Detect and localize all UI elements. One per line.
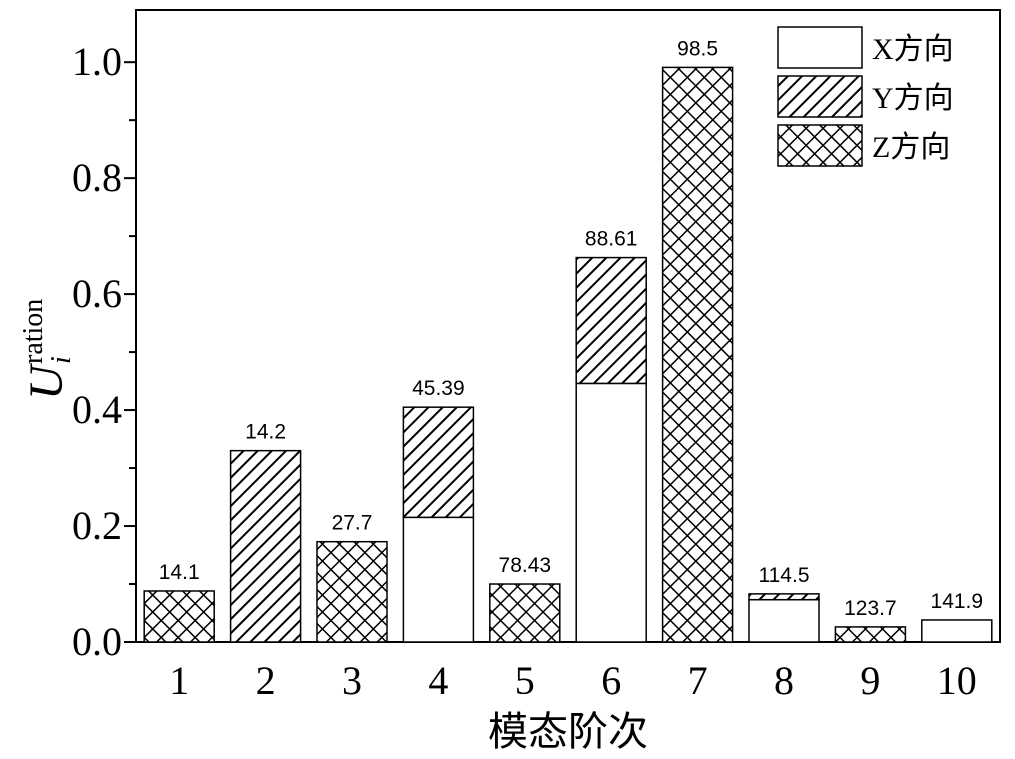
plot-frame — [135, 9, 1001, 643]
bar-segment — [316, 540, 388, 643]
bar-top-label: 141.9 — [931, 590, 984, 613]
bar-segment — [748, 598, 820, 643]
x-tick-label: 9 — [860, 658, 880, 703]
y-tick-label: 0.4 — [72, 387, 122, 432]
x-tick-label: 6 — [601, 658, 621, 703]
bar-segment — [575, 256, 647, 385]
bar-top-label: 88.61 — [585, 228, 638, 251]
bar-top-label: 14.1 — [159, 561, 200, 584]
bar-segment — [229, 449, 302, 643]
bar-segment — [834, 626, 907, 643]
bar-top-label: 98.5 — [677, 37, 718, 60]
y-label-main: U — [20, 362, 73, 400]
bar-segment — [402, 516, 475, 643]
bar-segment — [661, 66, 734, 643]
legend-swatch — [777, 124, 863, 167]
y-label-sub: i — [46, 356, 77, 364]
legend-swatch — [777, 75, 863, 118]
legend-label: Y方向 — [872, 82, 954, 115]
legend-label: Z方向 — [872, 131, 950, 164]
y-tick-label: 0.6 — [72, 271, 122, 316]
bar-top-label: 14.2 — [245, 421, 286, 444]
x-tick-label: 4 — [428, 658, 448, 703]
bar-segment — [921, 619, 993, 643]
x-tick-label: 3 — [342, 658, 362, 703]
bar-segment — [402, 406, 475, 519]
x-tick-label: 5 — [515, 658, 535, 703]
y-tick-label: 0.0 — [72, 619, 122, 664]
y-axis-label: U ration i — [18, 299, 77, 400]
bar-top-label: 123.7 — [844, 597, 897, 620]
x-tick-label: 10 — [937, 658, 977, 703]
x-tick-label: 2 — [256, 658, 276, 703]
x-tick-label: 7 — [688, 658, 708, 703]
x-tick-label: 1 — [169, 658, 189, 703]
bar-segment — [489, 583, 561, 643]
x-tick-label: 8 — [774, 658, 794, 703]
y-tick-label: 0.8 — [72, 155, 122, 200]
legend-swatch — [777, 26, 863, 69]
bar-top-label: 45.39 — [412, 377, 465, 400]
y-tick-label: 0.2 — [72, 503, 122, 548]
y-tick-label: 1.0 — [72, 39, 122, 84]
bar-segment — [748, 593, 820, 601]
legend-label: X方向 — [872, 33, 954, 66]
bar-top-label: 27.7 — [332, 512, 373, 535]
bar-top-label: 78.43 — [499, 554, 552, 577]
bar-top-label: 114.5 — [759, 564, 810, 587]
x-axis-label: 模态阶次 — [488, 709, 648, 754]
bar-segment — [575, 382, 647, 643]
y-label-sup: ration — [18, 299, 49, 364]
bar-segment — [143, 590, 215, 643]
